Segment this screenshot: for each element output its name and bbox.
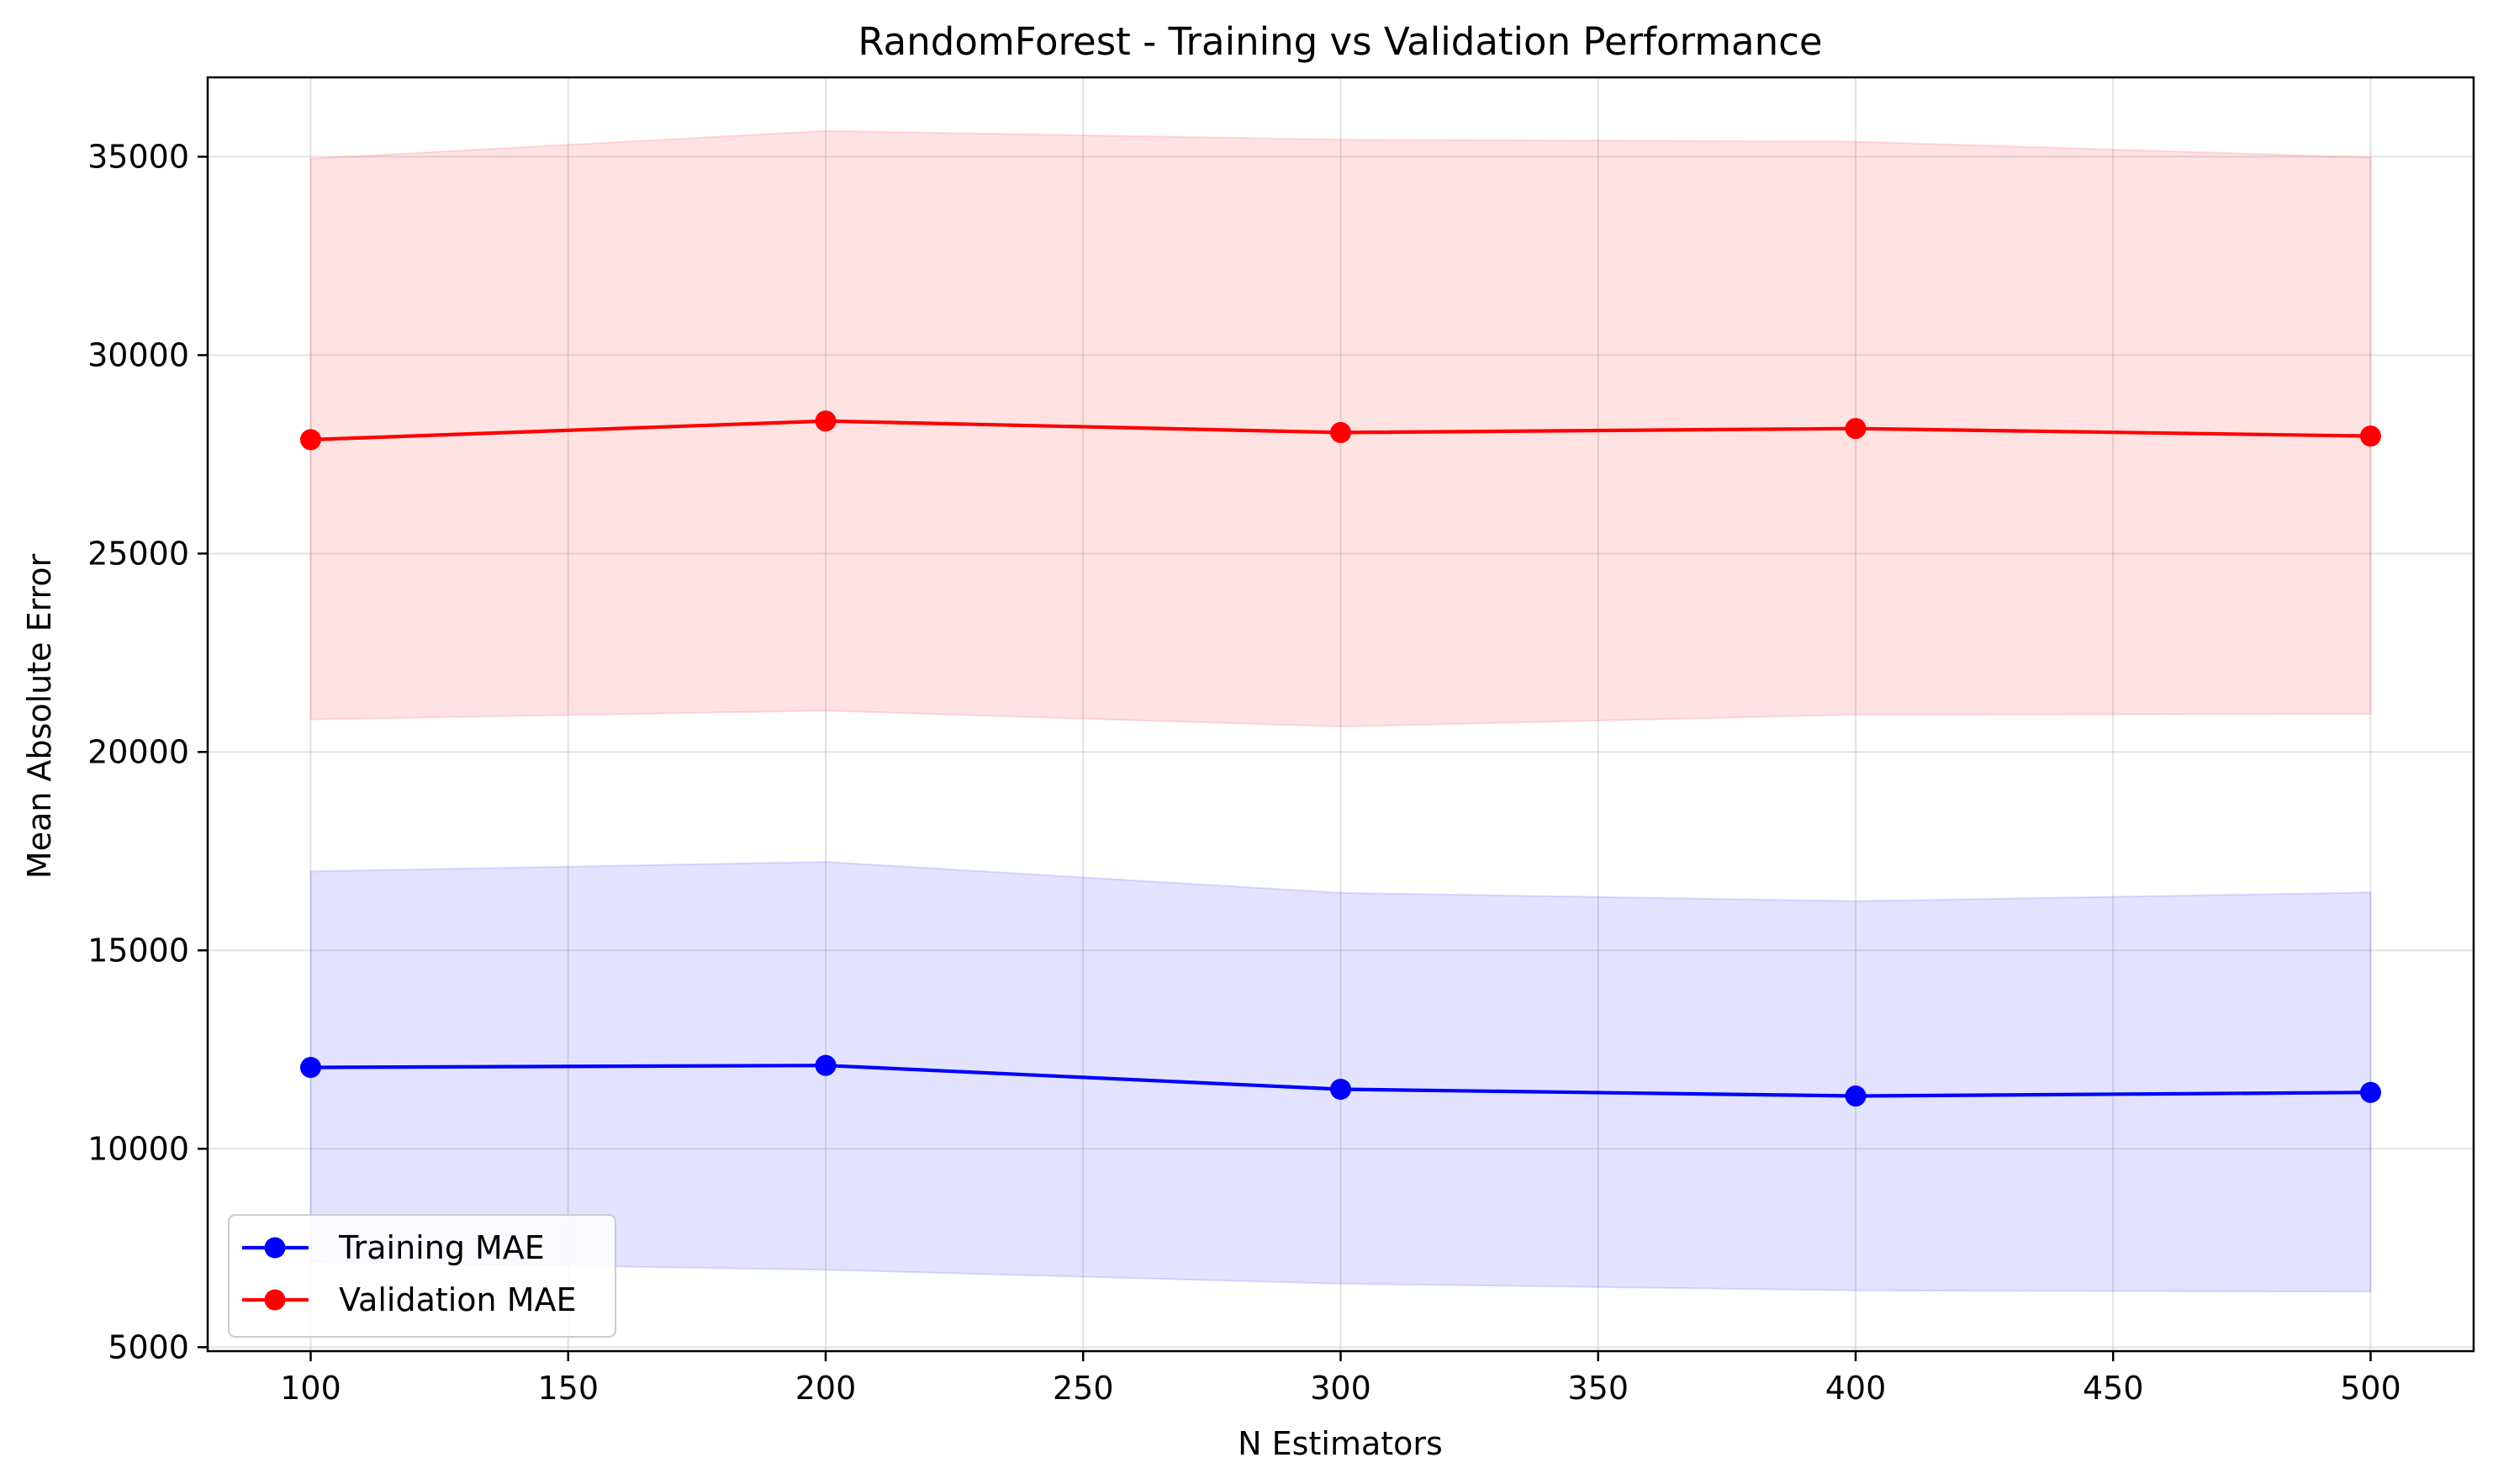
y-tick-label: 20000	[87, 733, 189, 770]
point-validation-mae	[815, 410, 837, 432]
point-validation-mae	[2360, 425, 2381, 447]
point-validation-mae	[1845, 418, 1867, 440]
legend-marker-validation-mae	[264, 1289, 286, 1311]
confidence-bands	[309, 129, 2372, 1293]
legend-label-validation-mae: Validation MAE	[339, 1281, 577, 1318]
x-tick-label: 100	[280, 1370, 341, 1407]
x-tick-label: 450	[2083, 1370, 2144, 1407]
point-training-mae	[1330, 1079, 1351, 1101]
legend-box	[228, 1214, 616, 1338]
x-tick-label: 500	[2340, 1370, 2401, 1407]
point-validation-mae	[1330, 421, 1351, 443]
x-tick-label: 400	[1825, 1370, 1887, 1407]
grid	[208, 77, 2474, 1351]
point-training-mae	[2360, 1081, 2381, 1103]
x-tick-label: 200	[795, 1370, 857, 1407]
x-tick-label: 300	[1310, 1370, 1371, 1407]
point-validation-mae	[300, 429, 321, 451]
y-axis-title: Mean Absolute Error	[21, 553, 58, 879]
y-tick-label: 5000	[108, 1328, 189, 1365]
x-tick-label: 350	[1567, 1370, 1629, 1407]
series-markers	[300, 410, 2381, 1107]
legend-entries: Training MAE Validation MAE	[242, 1229, 577, 1318]
point-training-mae	[1845, 1085, 1867, 1107]
legend-marker-training-mae	[264, 1237, 286, 1259]
legend-label-training-mae: Training MAE	[338, 1229, 545, 1266]
y-tick-label: 25000	[87, 535, 189, 572]
y-tick-label: 10000	[87, 1130, 189, 1167]
y-tick-label: 35000	[87, 138, 189, 175]
legend: Training MAE Validation MAE	[228, 1214, 616, 1338]
x-tick-label: 250	[1053, 1370, 1114, 1407]
chart-title: RandomForest - Training vs Validation Pe…	[858, 19, 1822, 64]
band-training-mae	[309, 861, 2372, 1293]
x-axis-title: N Estimators	[1238, 1425, 1443, 1462]
x-axis-ticks: 100 150 200 250 300 350 400 450 500	[280, 1351, 2401, 1407]
point-training-mae	[300, 1057, 321, 1079]
point-training-mae	[815, 1054, 837, 1076]
y-axis-ticks: 5000 10000 15000 20000 25000 30000 35000	[87, 138, 208, 1365]
x-tick-label: 150	[537, 1370, 599, 1407]
y-tick-label: 30000	[87, 336, 189, 373]
y-tick-label: 15000	[87, 932, 189, 969]
